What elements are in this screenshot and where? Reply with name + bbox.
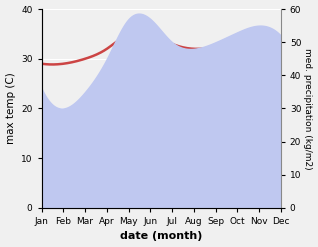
- Y-axis label: med. precipitation (kg/m2): med. precipitation (kg/m2): [303, 48, 313, 169]
- X-axis label: date (month): date (month): [120, 231, 203, 242]
- Y-axis label: max temp (C): max temp (C): [5, 73, 16, 144]
